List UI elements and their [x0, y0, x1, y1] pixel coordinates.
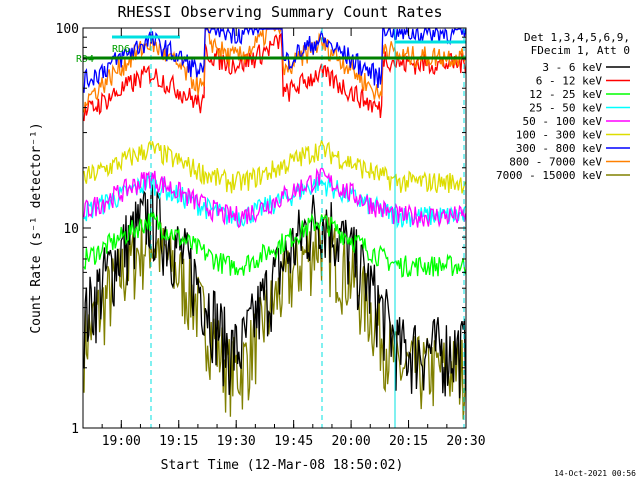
series-6-12-kev-group — [83, 32, 467, 122]
y-tick-label-1: 10 — [63, 222, 79, 237]
legend-label-6-12-kev: 6 - 12 keV — [536, 75, 603, 88]
chart-title: RHESSI Observing Summary Count Rates — [117, 3, 442, 21]
plot-area: RD6 RD4 19:00 19:15 19:30 19:45 20:00 20:15 20:3… — [56, 22, 486, 449]
legend: Det 1,3,4,5,6,9,FDecim 1, Att 0 3 - 6 keV… — [496, 31, 630, 182]
series-12-25-kev-group — [83, 211, 467, 278]
series-300-800-kev-group — [83, 26, 467, 93]
series-12-25-kev-line — [83, 211, 467, 278]
y-axis-label: Count Rate (s⁻¹ detector⁻¹) — [29, 122, 44, 333]
series-3-6-kev-group — [83, 182, 467, 399]
x-tick-label-1: 19:15 — [159, 434, 198, 449]
y-tick-label-0: 1 — [71, 422, 79, 437]
y-tick-label-2: 100 — [56, 22, 79, 37]
series-100-300-kev-group — [83, 139, 467, 194]
x-tick-label-0: 19:00 — [102, 434, 141, 449]
series-6-12-kev-line — [83, 32, 467, 122]
series-100-300-kev-line — [83, 139, 467, 194]
legend-label-800-7000-kev: 800 - 7000 keV — [509, 156, 602, 169]
x-tick-label-6: 20:30 — [446, 434, 485, 449]
legend-label-300-800-kev: 300 - 800 keV — [516, 142, 602, 155]
legend-label-25-50-kev: 25 - 50 keV — [529, 102, 602, 115]
series-50-100-kev-group — [83, 167, 467, 229]
annotation-rd4: RD4 — [76, 54, 94, 65]
x-tick-label-3: 19:45 — [274, 434, 313, 449]
annotation-rd6: RD6 — [112, 44, 130, 55]
legend-header-1: FDecim 1, Att 0 — [531, 44, 630, 57]
series-300-800-kev-line — [83, 26, 467, 93]
series-3-6-kev-line — [83, 182, 467, 399]
legend-label-12-25-kev: 12 - 25 keV — [529, 88, 602, 101]
x-axis-label: Start Time (12-Mar-08 18:50:02) — [161, 458, 404, 473]
x-tick-label-2: 19:30 — [217, 434, 256, 449]
legend-label-50-100-kev: 50 - 100 keV — [523, 115, 603, 128]
legend-label-100-300-kev: 100 - 300 keV — [516, 129, 602, 142]
series-50-100-kev-line — [83, 167, 467, 229]
legend-label-7000-15000-kev: 7000 - 15000 keV — [496, 169, 602, 182]
legend-label-3-6-kev: 3 - 6 keV — [542, 61, 602, 74]
x-tick-label-4: 20:00 — [332, 434, 371, 449]
x-tick-label-5: 20:15 — [389, 434, 428, 449]
footer-date: 14-Oct-2021 00:56 — [554, 469, 636, 478]
legend-header-0: Det 1,3,4,5,6,9, — [524, 31, 630, 44]
